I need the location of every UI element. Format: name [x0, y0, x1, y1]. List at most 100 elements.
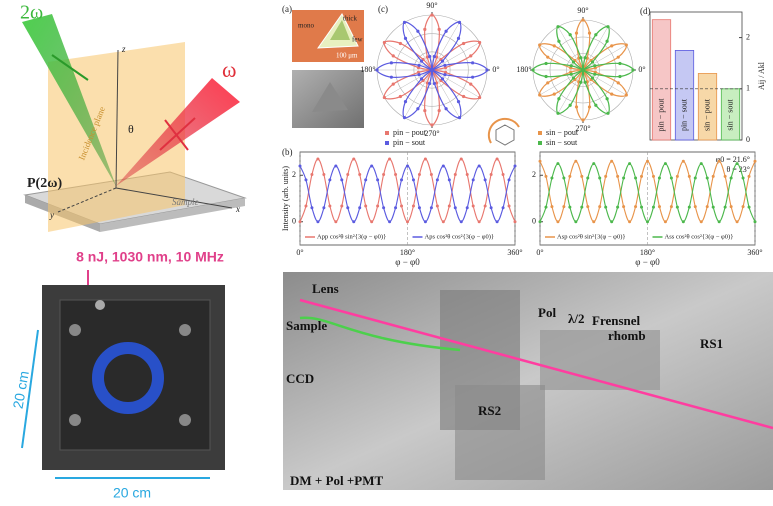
data-point	[411, 204, 415, 208]
scalebar-label: 100 μm	[336, 52, 358, 60]
data-point	[556, 220, 560, 224]
data-point	[610, 220, 614, 224]
data-point	[681, 220, 685, 224]
polar-point	[587, 105, 592, 109]
polar-point	[457, 20, 462, 24]
optics-photo	[283, 272, 773, 490]
label-2w: 2ω	[20, 2, 43, 24]
polar-point	[556, 111, 560, 115]
data-point	[447, 204, 451, 208]
legend-swatch	[385, 131, 389, 135]
data-point	[753, 159, 757, 163]
data-point	[598, 176, 602, 180]
bar-label: sin − sout	[725, 99, 734, 131]
data-point	[646, 220, 649, 224]
data-point	[550, 205, 554, 209]
data-point	[753, 220, 757, 224]
data-point	[651, 174, 655, 178]
annotation: θ = 23°	[726, 165, 750, 174]
hexagon	[495, 124, 515, 146]
polar-spoke	[431, 69, 480, 98]
polar-point	[552, 92, 556, 96]
data-point	[538, 159, 542, 163]
polar-point	[461, 94, 466, 99]
polar-point	[403, 36, 408, 41]
polar-point	[568, 103, 572, 107]
data-point	[406, 220, 409, 224]
data-point	[465, 206, 469, 210]
polar-point	[618, 61, 622, 66]
data-point	[622, 176, 626, 180]
data-point	[657, 176, 661, 180]
polar-point	[556, 25, 560, 29]
data-point	[687, 205, 691, 209]
legend-label: sin − sout	[546, 138, 578, 147]
x-tick-label: 360°	[747, 248, 762, 257]
data-point	[568, 174, 572, 178]
data-point	[477, 220, 481, 224]
data-point	[741, 176, 745, 180]
polar-point	[403, 99, 408, 104]
data-point	[723, 174, 727, 178]
data-point	[729, 205, 733, 209]
scale-arrow	[21, 329, 39, 449]
polar-spoke	[557, 69, 584, 114]
data-point	[616, 205, 620, 209]
polar-point	[430, 68, 434, 72]
polar-point	[618, 74, 622, 79]
data-point	[364, 204, 368, 208]
polar-point	[557, 39, 561, 43]
data-point	[310, 173, 314, 177]
data-point	[598, 205, 602, 209]
label-w: ω	[222, 57, 236, 82]
data-point	[669, 205, 673, 209]
data-point	[501, 173, 505, 177]
scale-label: 20 cm	[113, 485, 151, 501]
data-point	[513, 164, 517, 168]
data-point	[640, 174, 644, 178]
polar-spoke	[431, 42, 480, 71]
data-point	[580, 174, 584, 178]
polar-point	[571, 60, 576, 64]
data-point	[382, 206, 386, 210]
polar-point	[423, 27, 427, 31]
y-tick-label: 2	[532, 170, 536, 179]
data-point	[441, 220, 445, 224]
data-point	[453, 206, 457, 210]
data-point	[592, 162, 596, 166]
y-tick-label: 0	[532, 217, 536, 226]
data-point	[735, 162, 739, 166]
angle-arc	[487, 117, 520, 144]
polar-point	[606, 25, 610, 29]
data-point	[358, 173, 362, 177]
photo-label: RS2	[478, 403, 501, 418]
data-point	[675, 174, 679, 178]
polar-point	[437, 109, 441, 113]
setup-photo	[42, 285, 225, 470]
data-point	[382, 173, 386, 177]
polar-point	[606, 111, 610, 115]
data-point	[634, 205, 638, 209]
polar-point	[437, 27, 441, 31]
polar-point	[583, 56, 587, 60]
data-point	[550, 176, 554, 180]
data-point	[628, 162, 632, 166]
polar-point	[616, 81, 620, 85]
pulse-label: 8 nJ, 1030 nm, 10 MHz	[76, 249, 224, 265]
label-polarization: P(2ω)	[27, 176, 62, 191]
x-tick-label: 180°	[400, 248, 415, 257]
polar-point	[440, 59, 445, 63]
data-point	[574, 220, 578, 224]
data-point	[334, 164, 338, 168]
legend-label: Asp cos²θ sin²{3(φ − φ0)}	[557, 233, 625, 240]
polar-point	[579, 56, 583, 60]
data-point	[388, 157, 392, 161]
data-point	[298, 164, 302, 168]
data-point	[723, 205, 727, 209]
data-point	[346, 173, 350, 177]
x-axis-label: φ − φ0	[635, 257, 660, 267]
polar-point	[428, 81, 432, 86]
data-point	[507, 204, 511, 208]
data-point	[477, 164, 481, 168]
polar-point	[428, 54, 432, 59]
